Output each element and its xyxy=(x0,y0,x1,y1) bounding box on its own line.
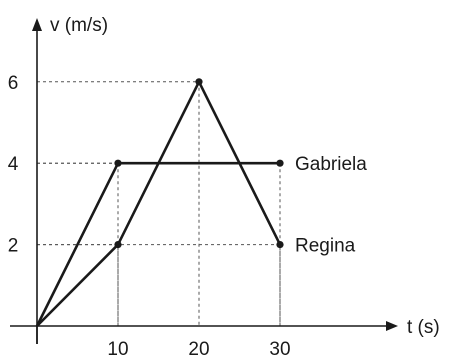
x-axis-label: t (s) xyxy=(407,317,440,338)
data-point-regina-2 xyxy=(195,78,203,86)
y-tick-label: 4 xyxy=(8,154,19,175)
data-point-gabriela-1 xyxy=(114,159,122,167)
series-label-regina: Regina xyxy=(295,236,356,257)
series-line-regina xyxy=(36,80,282,327)
x-axis-arrow xyxy=(386,321,398,331)
data-point-gabriela-2 xyxy=(276,159,284,167)
x-tick-label: 30 xyxy=(269,339,290,356)
series-lines xyxy=(35,80,282,327)
data-point-regina-1 xyxy=(114,241,122,249)
series-label-gabriela: Gabriela xyxy=(295,154,367,175)
series-labels: Gabriela Regina xyxy=(295,154,367,256)
y-tick-label: 2 xyxy=(8,236,19,257)
y-axis-label: v (m/s) xyxy=(50,15,108,36)
x-tick-label: 10 xyxy=(107,339,128,356)
axes xyxy=(10,18,398,344)
x-tick-label: 20 xyxy=(188,339,209,356)
y-tick-label: 6 xyxy=(8,73,19,94)
y-axis-arrow xyxy=(32,18,42,31)
data-point-regina-3 xyxy=(276,241,284,249)
tick-labels: 10 20 30 2 4 6 xyxy=(8,73,291,356)
data-points xyxy=(114,78,284,249)
